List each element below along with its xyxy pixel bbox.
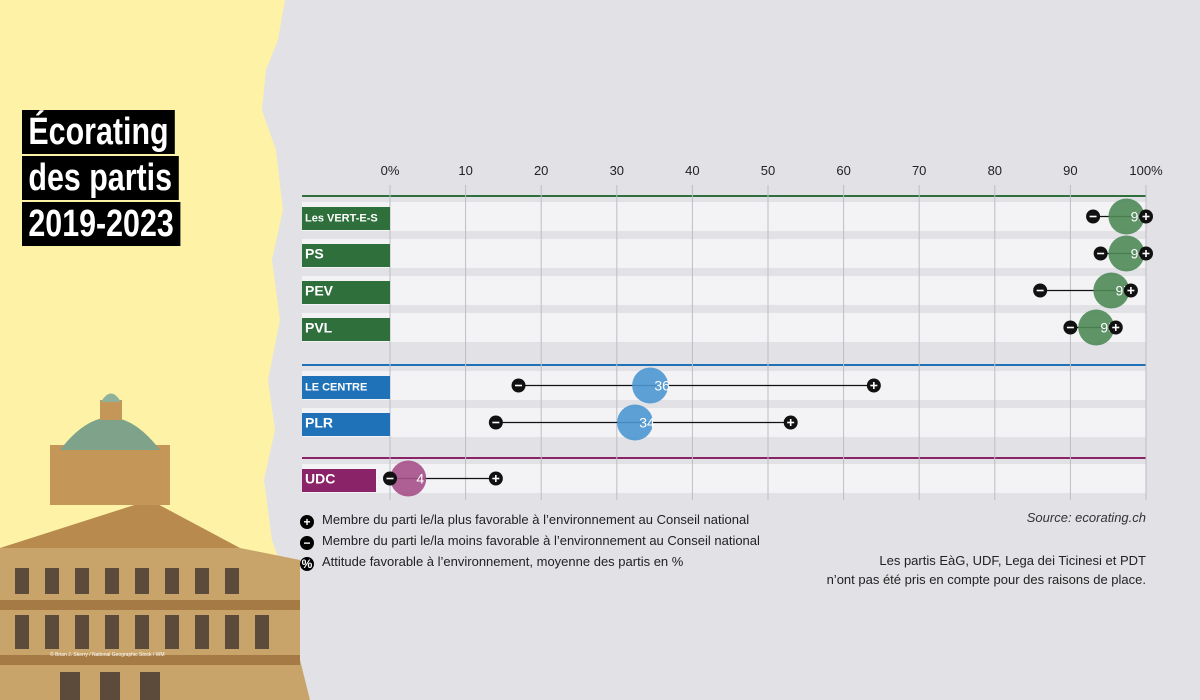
party-label-box	[302, 413, 390, 436]
average-bubble	[390, 460, 427, 497]
party-label: PLR	[305, 415, 333, 431]
legend-avg: % Attitude favorable à l’environnement, m…	[300, 554, 683, 571]
source-label: Source: ecorating.ch	[1026, 510, 1146, 525]
x-tick-label: 50	[761, 163, 775, 178]
note-line-1: Les partis EàG, UDF, Lega dei Ticinesi e…	[879, 553, 1146, 568]
legend-min-text: Membre du parti le/la moins favorable à …	[322, 533, 760, 548]
average-bubble	[1108, 235, 1145, 272]
average-bubble	[1108, 198, 1145, 235]
minus-icon: −	[300, 536, 314, 550]
party-label-box	[302, 469, 376, 492]
x-tick-label: 70	[912, 163, 926, 178]
legend-max: + Membre du parti le/la plus favorable à …	[300, 512, 749, 529]
legend-min: − Membre du parti le/la moins favorable à…	[300, 533, 760, 550]
row-band	[302, 239, 1146, 268]
average-value-label: 36	[654, 378, 670, 394]
party-label-box	[302, 376, 390, 399]
party-label-box	[302, 318, 390, 341]
average-bubble	[1078, 309, 1115, 346]
party-label: UDC	[305, 471, 335, 487]
plus-icon: +	[300, 515, 314, 529]
party-label-box	[302, 244, 390, 267]
row-band	[302, 276, 1146, 305]
photo-credit: © Brian J. Skerry / National Geographic …	[50, 651, 165, 658]
average-bubble	[632, 367, 669, 404]
title-line-3: 2019-2023	[22, 202, 181, 246]
title-line-1: Écorating	[22, 110, 175, 154]
party-label: PVL	[305, 320, 333, 336]
party-label: LE CENTRE	[305, 382, 367, 394]
x-tick-label: 30	[610, 163, 624, 178]
title-line-2: des partis	[22, 156, 179, 200]
party-label: PEV	[305, 283, 334, 299]
percent-icon: %	[300, 557, 314, 571]
x-tick-label: 20	[534, 163, 548, 178]
row-band	[302, 313, 1146, 342]
x-tick-label: 60	[836, 163, 850, 178]
average-bubble	[617, 404, 654, 441]
legend-avg-text: Attitude favorable à l’environnement, mo…	[322, 554, 684, 569]
x-tick-label: 80	[988, 163, 1002, 178]
parliament-building-illustration	[0, 393, 310, 700]
x-tick-label: 0%	[381, 163, 400, 178]
party-label-box	[302, 207, 390, 230]
average-value-label: 34	[639, 415, 655, 431]
x-tick-label: 90	[1063, 163, 1077, 178]
x-tick-label: 40	[685, 163, 699, 178]
note-line-2: n’ont pas été pris en compte pour des ra…	[826, 572, 1146, 587]
party-label: PS	[305, 246, 324, 262]
party-label-box	[302, 281, 390, 304]
legend-max-text: Membre du parti le/la plus favorable à l…	[322, 512, 750, 527]
x-tick-label: 100%	[1129, 163, 1163, 178]
party-label: Les VERT-E-S	[305, 213, 378, 225]
row-band	[302, 202, 1146, 231]
average-value-label: 4	[416, 471, 424, 487]
average-bubble	[1093, 272, 1130, 309]
x-tick-label: 10	[458, 163, 472, 178]
